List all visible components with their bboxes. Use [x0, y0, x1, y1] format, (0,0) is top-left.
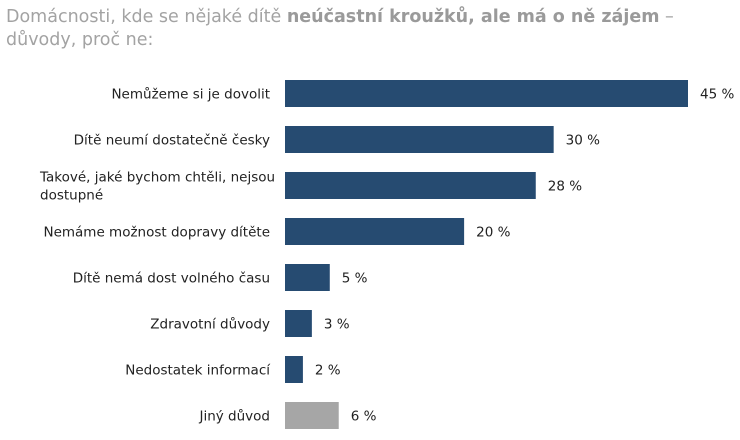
title-part-1: Domácnosti, kde se nějaké dítě	[6, 7, 287, 27]
value-label: 6 %	[351, 409, 377, 425]
value-label: 5 %	[342, 271, 368, 287]
title-part-2: – důvody, proč ne:	[6, 7, 674, 50]
bar	[285, 264, 330, 291]
bar	[285, 402, 339, 429]
value-label: 45 %	[700, 87, 734, 103]
bar	[285, 172, 536, 199]
value-label: 30 %	[566, 133, 600, 149]
value-label: 2 %	[315, 363, 341, 379]
category-label: Takové, jaké bychom chtěli, nejsou dostup…	[39, 170, 275, 204]
category-label: Nemáme možnost dopravy dítěte	[43, 225, 270, 241]
bar	[285, 310, 312, 337]
value-label: 3 %	[324, 317, 350, 333]
category-label: Jiný důvod	[198, 409, 270, 425]
bar	[285, 80, 688, 107]
chart-title: Domácnosti, kde se nějaké dítě neúčastní…	[6, 6, 726, 52]
value-label: 20 %	[476, 225, 510, 241]
bar	[285, 218, 465, 245]
title-bold: neúčastní kroužků, ale má o ně zájem	[286, 7, 660, 27]
category-label: Dítě neumí dostatečně česky	[74, 133, 270, 149]
category-label: Zdravotní důvody	[150, 317, 270, 333]
value-label: 28 %	[548, 179, 582, 195]
category-label: Dítě nemá dost volného času	[73, 271, 270, 287]
bar	[285, 126, 554, 153]
bar	[285, 356, 303, 383]
category-label: Nedostatek informací	[125, 363, 271, 379]
category-label: Nemůžeme si je dovolit	[111, 87, 270, 103]
